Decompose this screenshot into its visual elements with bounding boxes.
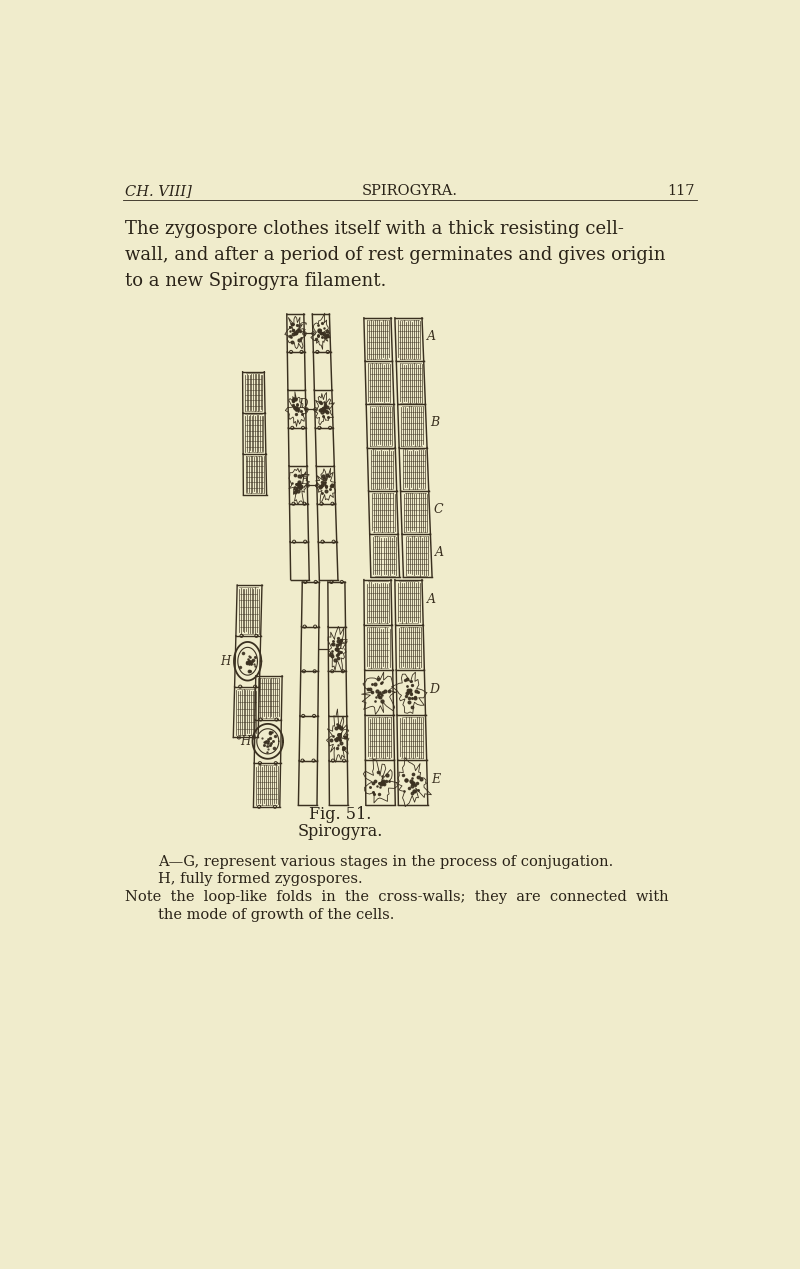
Text: The zygospore clothes itself with a thick resisting cell-: The zygospore clothes itself with a thic… (125, 220, 624, 239)
Text: B: B (430, 416, 439, 429)
Text: CH. VIII]: CH. VIII] (125, 184, 192, 198)
Text: E: E (300, 473, 309, 486)
Text: H, fully formed zygospores.: H, fully formed zygospores. (158, 872, 362, 886)
Text: C: C (434, 503, 443, 516)
Text: F: F (338, 640, 346, 652)
Text: G: G (339, 728, 349, 741)
Text: A: A (435, 546, 444, 560)
Text: wall, and after a period of rest germinates and gives origin: wall, and after a period of rest germina… (125, 246, 666, 264)
Text: Note  the  loop-like  folds  in  the  cross-walls;  they  are  connected  with: Note the loop-like folds in the cross-wa… (125, 890, 669, 904)
Text: A: A (426, 330, 436, 343)
Text: to a new Spirogyra filament.: to a new Spirogyra filament. (125, 273, 386, 291)
Text: SPIROGYRA.: SPIROGYRA. (362, 184, 458, 198)
Text: Fig. 51.: Fig. 51. (309, 806, 371, 824)
Text: Spirogyra.: Spirogyra. (298, 822, 383, 840)
Text: H: H (240, 735, 250, 747)
Text: E: E (431, 773, 440, 786)
Text: D: D (298, 397, 308, 411)
Text: A: A (426, 593, 435, 605)
Text: C: C (297, 322, 306, 335)
Text: H: H (220, 655, 230, 667)
Text: D: D (429, 683, 438, 695)
Text: A—G, represent various stages in the process of conjugation.: A—G, represent various stages in the pro… (158, 854, 614, 868)
Text: the mode of growth of the cells.: the mode of growth of the cells. (158, 909, 394, 923)
Text: 117: 117 (668, 184, 695, 198)
